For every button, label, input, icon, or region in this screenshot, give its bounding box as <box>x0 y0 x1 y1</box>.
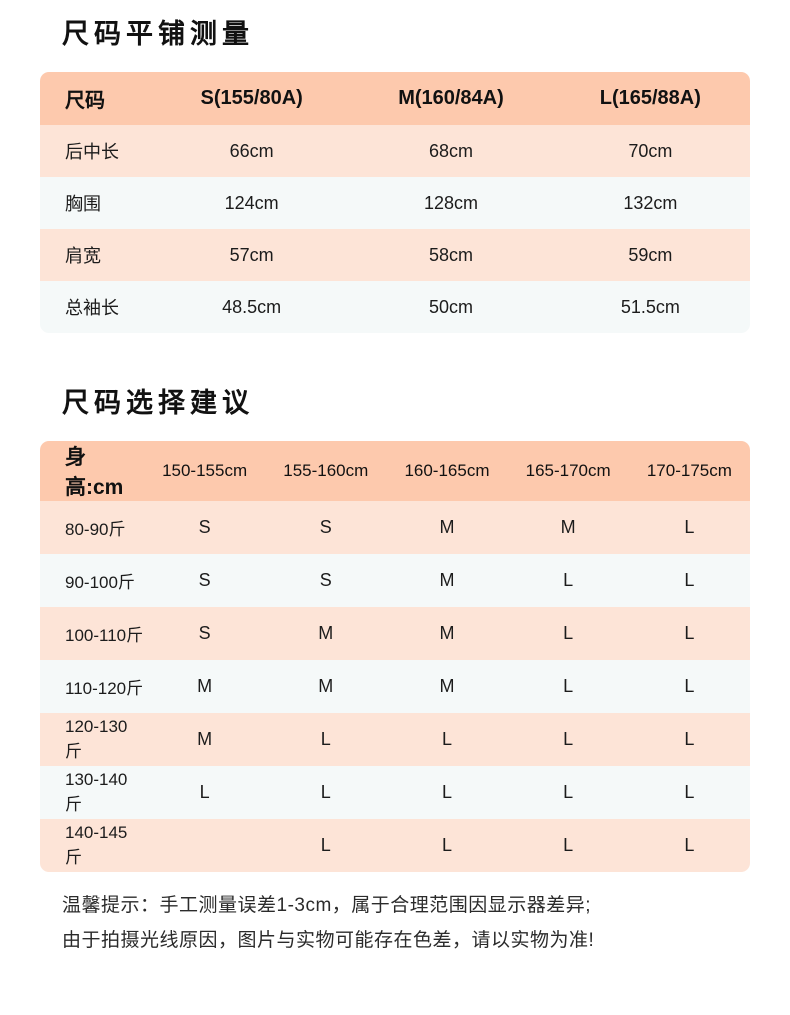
column-header-s: S(155/80A) <box>152 72 352 125</box>
row-label: 130-140斤 <box>40 766 144 819</box>
cell-value: S <box>265 554 387 607</box>
cell-value: 59cm <box>550 229 750 281</box>
measurement-table: 尺码 S(155/80A) M(160/84A) L(165/88A) 后中长 … <box>40 72 750 333</box>
cell-value: L <box>628 501 750 554</box>
row-label: 80-90斤 <box>40 501 144 554</box>
cell-value: L <box>265 766 387 819</box>
column-header-l: L(165/88A) <box>550 72 750 125</box>
cell-value: S <box>265 501 387 554</box>
column-header-170-175: 170-175cm <box>628 441 750 501</box>
cell-value: M <box>386 554 508 607</box>
cell-value: 68cm <box>351 125 551 177</box>
cell-value: M <box>386 660 508 713</box>
cell-value: M <box>507 501 629 554</box>
section-title-measurements: 尺码平铺测量 <box>62 19 254 49</box>
cell-value: M <box>386 607 508 660</box>
cell-value: 124cm <box>152 177 352 229</box>
row-label: 后中长 <box>40 125 152 177</box>
measurement-header-row: 尺码 S(155/80A) M(160/84A) L(165/88A) <box>40 72 750 125</box>
row-label: 总袖长 <box>40 281 152 333</box>
row-label: 120-130斤 <box>40 713 144 766</box>
cell-value: L <box>507 660 629 713</box>
column-header-150-155: 150-155cm <box>144 441 266 501</box>
footer-disclaimer: 温馨提示：手工测量误差1-3cm，属于合理范围因显示器差异; 由于拍摄光线原因，… <box>40 888 750 958</box>
column-header-height: 身高:cm <box>40 441 144 501</box>
cell-value: S <box>144 554 266 607</box>
section-title-recommendations: 尺码选择建议 <box>62 388 254 418</box>
column-header-165-170: 165-170cm <box>507 441 629 501</box>
table-row: 后中长 66cm 68cm 70cm <box>40 125 750 177</box>
row-label: 100-110斤 <box>40 607 144 660</box>
cell-value: L <box>628 713 750 766</box>
recommendation-table: 身高:cm 150-155cm 155-160cm 160-165cm 165-… <box>40 441 750 872</box>
table-row: 140-145斤 L L L L <box>40 819 750 872</box>
table-row: 肩宽 57cm 58cm 59cm <box>40 229 750 281</box>
cell-value: M <box>144 713 266 766</box>
table-row: 总袖长 48.5cm 50cm 51.5cm <box>40 281 750 333</box>
cell-value: S <box>144 607 266 660</box>
cell-value: L <box>628 607 750 660</box>
table-row: 80-90斤 S S M M L <box>40 501 750 554</box>
table-row: 110-120斤 M M M L L <box>40 660 750 713</box>
cell-value: 70cm <box>550 125 750 177</box>
cell-value: L <box>144 766 266 819</box>
cell-value: L <box>507 607 629 660</box>
recommendation-header-row: 身高:cm 150-155cm 155-160cm 160-165cm 165-… <box>40 441 750 501</box>
cell-value: L <box>628 554 750 607</box>
column-header-155-160: 155-160cm <box>265 441 387 501</box>
table-row: 胸围 124cm 128cm 132cm <box>40 177 750 229</box>
row-label: 肩宽 <box>40 229 152 281</box>
table-row: 100-110斤 S M M L L <box>40 607 750 660</box>
cell-value: M <box>386 501 508 554</box>
cell-value: 58cm <box>351 229 551 281</box>
cell-value: L <box>265 713 387 766</box>
cell-value: L <box>507 713 629 766</box>
cell-value <box>144 819 266 872</box>
cell-value: L <box>507 554 629 607</box>
cell-value: M <box>265 607 387 660</box>
footer-note-line1: 温馨提示：手工测量误差1-3cm，属于合理范围因显示器差异; <box>62 895 592 916</box>
cell-value: 48.5cm <box>152 281 352 333</box>
row-label: 110-120斤 <box>40 660 144 713</box>
cell-value: 50cm <box>351 281 551 333</box>
cell-value: L <box>507 766 629 819</box>
cell-value: L <box>386 713 508 766</box>
column-header-size: 尺码 <box>40 72 152 125</box>
row-label: 140-145斤 <box>40 819 144 872</box>
cell-value: S <box>144 501 266 554</box>
table-row: 90-100斤 S S M L L <box>40 554 750 607</box>
row-label: 90-100斤 <box>40 554 144 607</box>
cell-value: 51.5cm <box>550 281 750 333</box>
row-label: 胸围 <box>40 177 152 229</box>
cell-value: M <box>144 660 266 713</box>
cell-value: L <box>628 819 750 872</box>
cell-value: 132cm <box>550 177 750 229</box>
footer-note-line2: 由于拍摄光线原因，图片与实物可能存在色差，请以实物为准! <box>62 930 595 951</box>
column-header-160-165: 160-165cm <box>386 441 508 501</box>
cell-value: 57cm <box>152 229 352 281</box>
cell-value: L <box>265 819 387 872</box>
cell-value: L <box>628 660 750 713</box>
column-header-m: M(160/84A) <box>351 72 551 125</box>
cell-value: 66cm <box>152 125 352 177</box>
table-row: 120-130斤 M L L L L <box>40 713 750 766</box>
cell-value: L <box>386 819 508 872</box>
cell-value: L <box>628 766 750 819</box>
table-row: 130-140斤 L L L L L <box>40 766 750 819</box>
cell-value: 128cm <box>351 177 551 229</box>
cell-value: L <box>386 766 508 819</box>
cell-value: L <box>507 819 629 872</box>
cell-value: M <box>265 660 387 713</box>
